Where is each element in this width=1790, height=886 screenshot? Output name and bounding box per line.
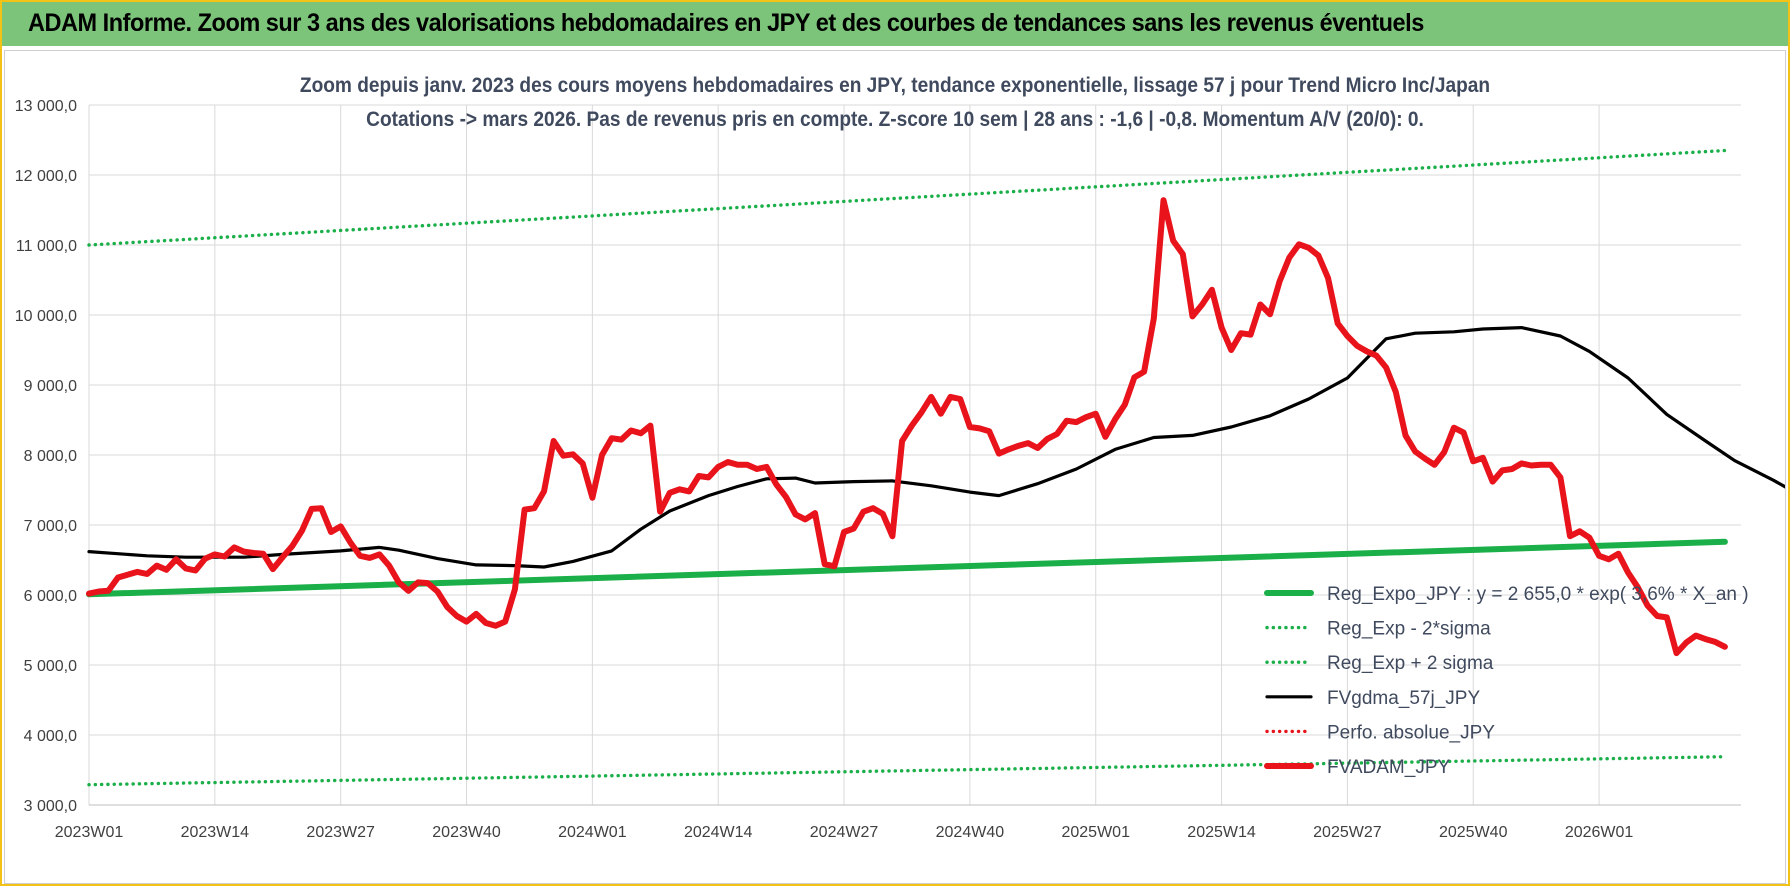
y-tick-label: 7 000,0 <box>24 518 77 535</box>
y-tick-label: 3 000,0 <box>24 798 77 815</box>
legend-label: FVADAM_JPY <box>1327 757 1451 778</box>
page-title: ADAM Informe. Zoom sur 3 ans des valoris… <box>28 9 1424 37</box>
legend-label: Reg_Exp - 2*sigma <box>1327 619 1491 640</box>
x-tick-label: 2025W14 <box>1187 824 1256 841</box>
series-layer <box>86 148 1785 787</box>
x-tick-label: 2024W14 <box>684 824 753 841</box>
x-tick-label: 2023W14 <box>181 824 250 841</box>
series-line-fvadam-jpy <box>86 197 1728 657</box>
chart-title: Zoom depuis janv. 2023 des cours moyens … <box>299 74 1491 97</box>
series-line-reg-expo-jpy <box>86 538 1728 598</box>
y-tick-label: 9 000,0 <box>24 378 77 395</box>
axis-layer: 3 000,0 4 000,0 5 000,0 6 000,0 7 000,0 8 000… <box>15 98 1741 841</box>
x-tick-label: 2024W40 <box>936 824 1005 841</box>
x-tick-label: 2025W01 <box>1061 824 1130 841</box>
series-line-reg-exp-2-sigma <box>87 148 1727 247</box>
series-line-reg-exp-2-sigma <box>87 755 1727 787</box>
series-line-fvgdma-57j-jpy <box>87 326 1785 569</box>
x-tick-label: 2026W01 <box>1565 824 1634 841</box>
y-tick-label: 11 000,0 <box>16 238 77 255</box>
grid-layer <box>88 104 1741 806</box>
y-tick-label: 12 000,0 <box>15 168 77 185</box>
y-tick-label: 4 000,0 <box>24 728 77 745</box>
legend-label: Reg_Exp + 2 sigma <box>1327 653 1494 674</box>
x-tick-label: 2023W40 <box>432 824 501 841</box>
y-tick-label: 13 000,0 <box>15 98 77 115</box>
line-chart: 3 000,0 4 000,0 5 000,0 6 000,0 7 000,0 8 000… <box>15 98 1785 841</box>
chart-subtitle: Cotations -> mars 2026. Pas de revenus p… <box>366 108 1424 131</box>
x-tick-label: 2025W27 <box>1313 824 1382 841</box>
legend-label: FVgdma_57j_JPY <box>1327 688 1480 709</box>
legend-label: Perfo. absolue_JPY <box>1327 722 1495 743</box>
y-tick-label: 10 000,0 <box>15 308 77 325</box>
legend-label: Reg_Expo_JPY : y = 2 655,0 * exp( 3,6% *… <box>1327 584 1749 605</box>
chart-area: 3 000,0 4 000,0 5 000,0 6 000,0 7 000,0 8 000… <box>4 50 1786 884</box>
x-tick-label: 2023W27 <box>306 824 375 841</box>
y-tick-label: 8 000,0 <box>24 448 77 465</box>
x-tick-label: 2024W01 <box>558 824 627 841</box>
x-tick-label: 2024W27 <box>810 824 879 841</box>
y-tick-label: 6 000,0 <box>24 588 77 605</box>
x-tick-label: 2023W01 <box>55 824 124 841</box>
legend: Reg_Expo_JPY : y = 2 655,0 * exp( 3,6% *… <box>1264 584 1749 778</box>
x-tick-label: 2025W40 <box>1439 824 1508 841</box>
title-bar: ADAM Informe. Zoom sur 3 ans des valoris… <box>2 2 1788 46</box>
y-tick-label: 5 000,0 <box>24 658 77 675</box>
